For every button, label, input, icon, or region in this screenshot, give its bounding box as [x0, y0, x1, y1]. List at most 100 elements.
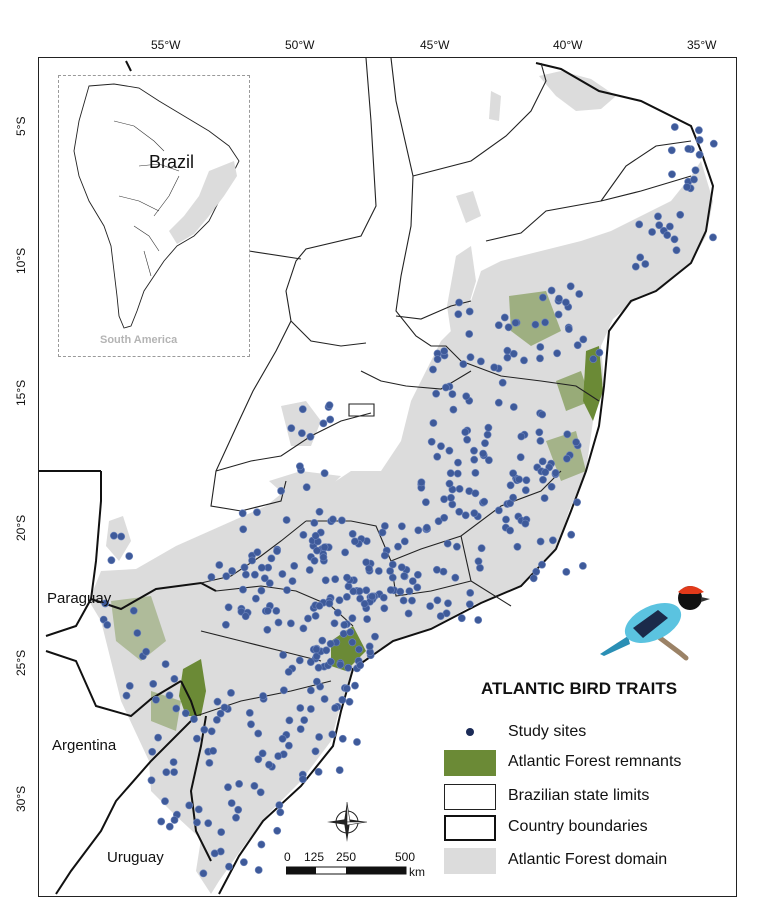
study-site-point: [247, 720, 255, 729]
study-site-point: [326, 639, 335, 648]
study-site-point: [498, 378, 507, 387]
study-site-point: [338, 696, 347, 704]
study-site-point: [466, 353, 475, 362]
study-site-point: [235, 780, 243, 788]
study-site-point: [331, 704, 339, 712]
branch: [657, 635, 689, 661]
study-site-point: [394, 542, 402, 551]
study-site-point: [483, 430, 492, 439]
study-site-point: [250, 782, 259, 790]
study-site-point: [538, 410, 547, 419]
study-site-point: [463, 435, 471, 444]
study-site-point: [345, 697, 354, 706]
study-site-point: [170, 675, 179, 683]
study-site-point: [445, 479, 454, 488]
study-site-point: [455, 484, 464, 493]
study-site-point: [296, 725, 305, 733]
study-site-point: [535, 428, 544, 437]
lon-tick-label: 55°W: [151, 38, 181, 52]
study-site-point: [447, 493, 455, 502]
study-site-point: [670, 123, 679, 131]
legend-label: Country boundaries: [508, 818, 648, 835]
study-site-point: [310, 556, 319, 565]
legend-item-domain: Atlantic Forest domain: [444, 848, 734, 874]
legend-item-study-sites: Study sites: [444, 720, 734, 746]
study-site-point: [695, 126, 703, 135]
study-site-point: [506, 526, 514, 535]
study-site-point: [314, 768, 323, 776]
study-site-point: [328, 515, 337, 524]
study-site-point: [165, 691, 174, 700]
study-site-point: [220, 703, 229, 712]
study-site-point: [225, 862, 233, 871]
study-site-point: [466, 589, 475, 597]
study-site-point: [325, 401, 334, 410]
study-site-point: [239, 585, 247, 594]
bird-wing: [633, 610, 668, 638]
study-site-point: [690, 175, 698, 184]
study-site-point: [709, 139, 718, 148]
study-site-point: [107, 556, 116, 565]
study-site-point: [470, 509, 479, 518]
study-site-point: [521, 486, 530, 495]
study-site-point: [239, 525, 248, 534]
study-site-point: [504, 323, 513, 332]
study-site-point: [540, 494, 549, 502]
study-site-point: [441, 383, 450, 392]
legend-item-state-limits: Brazilian state limits: [444, 784, 734, 810]
study-site-point: [453, 469, 462, 478]
study-site-point: [396, 587, 405, 596]
study-site-point: [319, 553, 328, 562]
study-site-point: [286, 619, 295, 628]
study-site-point: [254, 729, 263, 738]
study-site-point: [304, 614, 312, 623]
study-site-point: [509, 493, 517, 502]
study-site-point: [265, 760, 273, 769]
study-site-point: [439, 567, 448, 576]
study-site-point: [295, 462, 304, 471]
study-site-point: [452, 542, 461, 551]
study-site-point: [480, 497, 489, 506]
study-site-point: [349, 587, 358, 596]
study-site-point: [429, 365, 437, 374]
study-site-point: [147, 776, 156, 785]
study-site-point: [503, 346, 512, 355]
study-site-point: [433, 452, 442, 461]
study-site-point: [221, 620, 230, 629]
study-site-point: [360, 599, 369, 608]
study-site-point: [655, 221, 664, 230]
study-site-point: [414, 526, 423, 535]
study-site-point: [448, 390, 457, 398]
study-site-point: [212, 716, 221, 724]
study-site-point: [259, 692, 267, 700]
study-site-point: [149, 680, 158, 688]
study-site-point: [241, 612, 250, 621]
study-site-point: [440, 347, 449, 355]
study-site-point: [446, 469, 455, 478]
study-site-point: [152, 695, 160, 704]
study-site-point: [216, 709, 225, 718]
study-site-point: [276, 808, 285, 817]
study-site-point: [474, 557, 483, 566]
study-site-point: [326, 657, 335, 666]
study-site-point: [421, 498, 430, 507]
study-site-point: [239, 858, 248, 867]
study-site-point: [494, 398, 503, 407]
scale-unit: km: [409, 865, 425, 879]
bird-illustration: [600, 586, 710, 661]
study-site-point: [311, 612, 320, 620]
study-site-point: [455, 507, 464, 516]
legend-label: Brazilian state limits: [508, 787, 650, 804]
study-site-point: [260, 574, 269, 583]
study-site-point: [476, 357, 485, 366]
study-site-point: [386, 567, 394, 575]
inset-atlantic-forest: [169, 161, 237, 244]
study-site-point: [432, 565, 441, 574]
study-site-point: [335, 766, 344, 774]
study-site-point: [185, 801, 194, 810]
study-site-point: [207, 727, 216, 736]
study-site-point: [573, 498, 581, 507]
study-site-point: [342, 684, 351, 693]
study-site-point: [436, 612, 445, 620]
study-site-point: [549, 536, 557, 545]
